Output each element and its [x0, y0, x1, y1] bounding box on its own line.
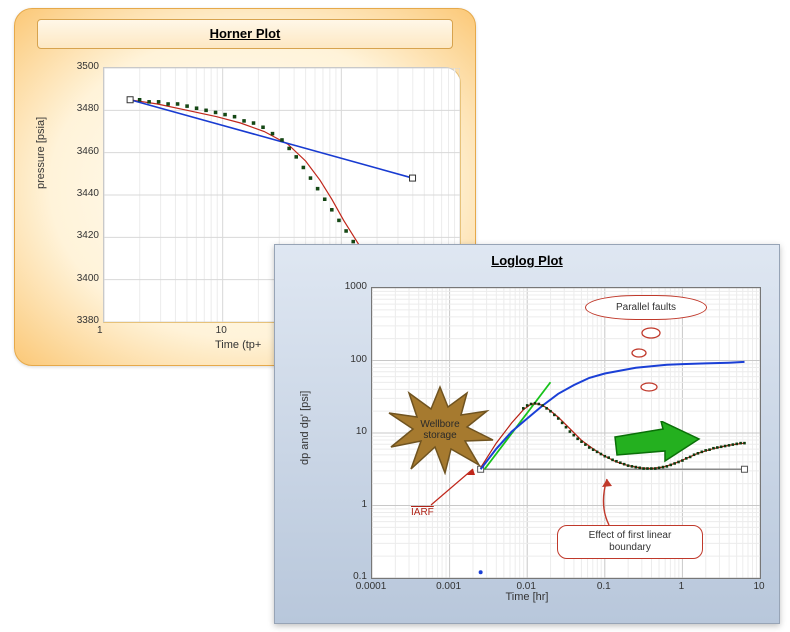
loglog-ytick: 1: [331, 499, 367, 510]
wellbore-text: Wellborestorage: [420, 419, 459, 441]
loglog-ylabel: dp and dp' [psi]: [299, 391, 311, 465]
loglog-xtick: 10: [753, 581, 764, 592]
horner-ytick: 3420: [63, 230, 99, 241]
loglog-title: Loglog Plot: [275, 253, 779, 268]
loglog-xtick: 0.1: [597, 581, 611, 592]
effect-leader-icon: [589, 475, 629, 529]
annotation-wellbore-storage-text: Wellborestorage: [420, 419, 459, 441]
loglog-ytick: 100: [331, 354, 367, 365]
loglog-panel: Loglog Plot dp and dp' [psi] Time [hr] P…: [274, 244, 780, 624]
loglog-xtick: 0.0001: [356, 581, 387, 592]
horner-title: Horner Plot: [37, 19, 453, 49]
horner-ylabel: pressure [psia]: [35, 117, 47, 189]
annotation-parallel-faults: Parallel faults: [585, 295, 707, 320]
annotation-effect-first-linear: Effect of first linearboundary: [557, 525, 703, 559]
iarf-leader-icon: [425, 465, 485, 509]
loglog-xtick: 0.01: [516, 581, 535, 592]
annotation-wellbore-storage: Wellborestorage: [385, 385, 495, 475]
horner-xtick: 1: [97, 325, 103, 336]
horner-ytick: 3500: [63, 61, 99, 72]
horner-ytick: 3480: [63, 103, 99, 114]
horner-xlabel: Time (tp+: [215, 339, 261, 351]
horner-ytick: 3380: [63, 315, 99, 326]
loglog-xtick: 1: [679, 581, 685, 592]
arrow-icon: [613, 421, 703, 465]
cloud-pointer-icon: [605, 323, 715, 393]
loglog-xlabel: Time [hr]: [275, 591, 779, 603]
annotation-parallel-faults-text: Parallel faults: [616, 302, 676, 313]
loglog-ytick: 1000: [331, 281, 367, 292]
loglog-xtick: 0.001: [436, 581, 461, 592]
loglog-ytick: 10: [331, 426, 367, 437]
horner-xtick: 10: [216, 325, 227, 336]
horner-ytick: 3400: [63, 273, 99, 284]
horner-ytick: 3460: [63, 146, 99, 157]
horner-ytick: 3440: [63, 188, 99, 199]
annotation-effect-first-linear-text: Effect of first linearboundary: [589, 530, 672, 553]
